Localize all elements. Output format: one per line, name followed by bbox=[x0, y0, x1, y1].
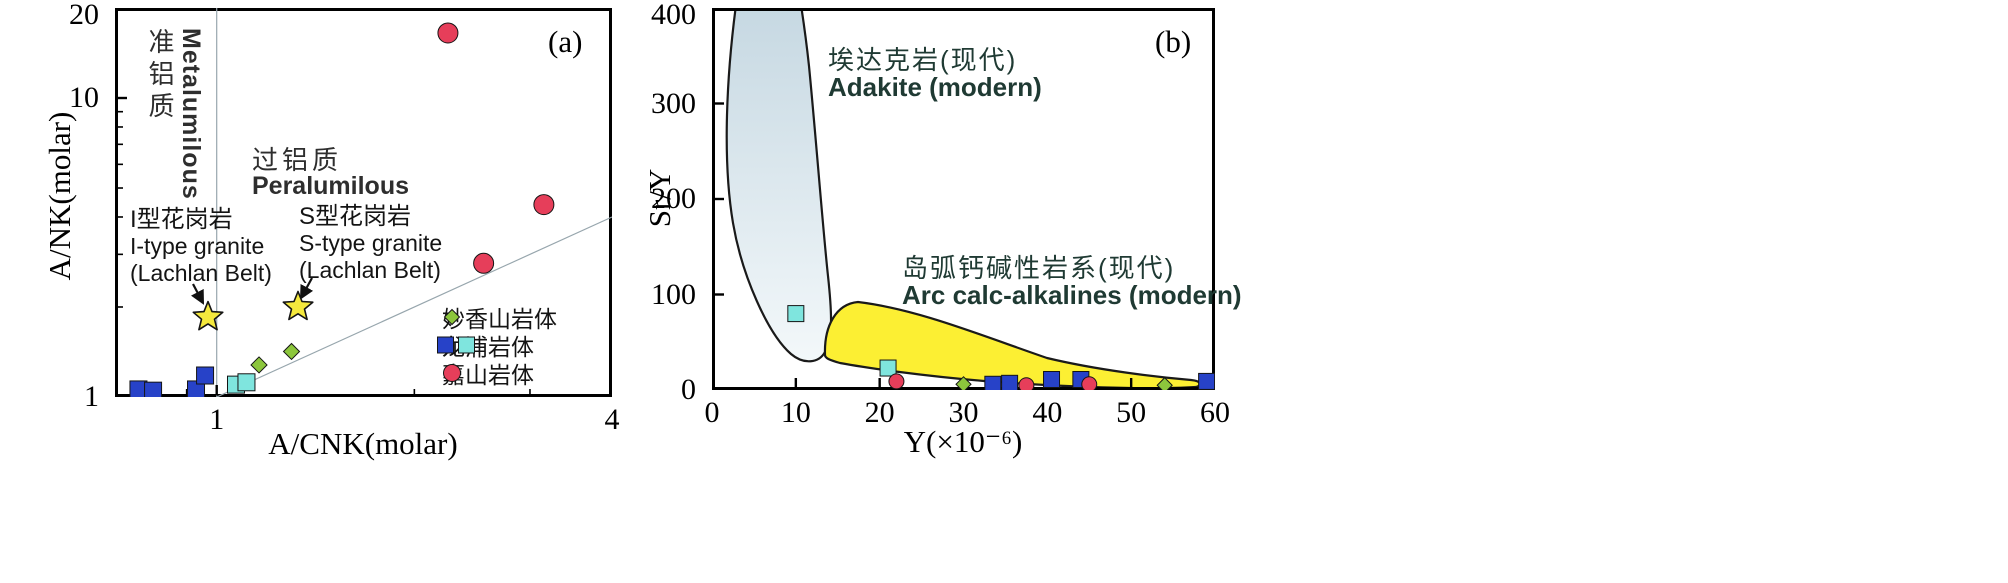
x-tick-label: 10 bbox=[780, 396, 811, 429]
square-data-point bbox=[1001, 374, 1019, 390]
x-tick-label: 4 bbox=[604, 403, 620, 436]
diamond-data-point bbox=[955, 376, 972, 390]
square-data-point bbox=[144, 381, 163, 397]
diamond-data-point bbox=[250, 356, 268, 374]
circle-data-point bbox=[888, 373, 905, 390]
peraluminous-label-en: Peralumilous bbox=[252, 172, 409, 200]
circle-data-point bbox=[473, 252, 495, 274]
y-tick-label: 10 bbox=[69, 81, 99, 114]
panel-b-x-axis-title: Y(×10⁻⁶) bbox=[903, 424, 1023, 459]
x-tick-label: 40 bbox=[1032, 396, 1063, 429]
y-tick-label: 300 bbox=[651, 86, 696, 120]
adakite-field-label-zh: 埃达克岩(现代) bbox=[828, 45, 1018, 75]
circle-data-point bbox=[1081, 376, 1098, 390]
square-data-point bbox=[984, 375, 1002, 390]
legend-label: 妙香山岩体 bbox=[442, 306, 557, 332]
s-type-label-zh: S型花岗岩 bbox=[299, 203, 412, 230]
x-tick-label: 60 bbox=[1200, 396, 1230, 429]
panel-a-plot bbox=[115, 8, 612, 397]
i-type-arrow bbox=[191, 283, 204, 305]
square-data-point bbox=[1198, 372, 1215, 390]
x-tick-label: 50 bbox=[1116, 396, 1147, 429]
adakite-field bbox=[725, 8, 833, 363]
one-to-one-line bbox=[216, 216, 612, 397]
x-tick-label: 0 bbox=[704, 396, 720, 429]
panel-a-x-axis-title: A/CNK(molar) bbox=[268, 426, 458, 461]
i-type-annotation: I型花岗岩 I-type granite (Lachlan Belt) bbox=[130, 206, 272, 287]
y-tick-label: 0 bbox=[681, 373, 696, 406]
x-tick-label: 20 bbox=[864, 396, 895, 429]
s-type-arrow bbox=[299, 277, 314, 300]
granite-type-star bbox=[282, 290, 314, 321]
square-data-point bbox=[1043, 370, 1061, 388]
legend-square-marker bbox=[458, 336, 475, 354]
s-type-label-en: S-type granite bbox=[299, 230, 443, 256]
legend-item: 妙香山岩体 bbox=[436, 303, 557, 332]
panel-b-plot bbox=[712, 8, 1215, 390]
legend-label: 龙浦岩体 bbox=[442, 334, 534, 360]
metaluminous-label-en: Metalumilous bbox=[177, 28, 205, 200]
panel-a-y-axis-title: A/NK(molar) bbox=[42, 111, 77, 281]
square-data-point bbox=[237, 373, 256, 392]
circle-data-point bbox=[437, 22, 459, 44]
circle-data-point bbox=[533, 194, 555, 216]
square-data-point bbox=[787, 305, 805, 323]
legend-item: 龙浦岩体 bbox=[436, 331, 557, 360]
granite-type-star bbox=[192, 300, 224, 331]
peraluminous-label-zh: 过铝质 bbox=[252, 145, 343, 175]
i-type-label-belt: (Lachlan Belt) bbox=[130, 260, 272, 286]
s-type-annotation: S型花岗岩 S-type granite (Lachlan Belt) bbox=[299, 203, 442, 284]
metaluminous-label-zh: 准铝质 bbox=[145, 28, 175, 124]
x-tick-label: 30 bbox=[948, 396, 979, 429]
square-data-point bbox=[879, 359, 897, 377]
s-type-label-belt: (Lachlan Belt) bbox=[299, 257, 441, 283]
y-tick-label: 1 bbox=[84, 380, 99, 413]
adakite-field-label-en: Adakite (modern) bbox=[828, 72, 1042, 102]
diamond-data-point bbox=[1156, 377, 1173, 390]
y-tick-label: 20 bbox=[69, 0, 99, 31]
legend-marker-jiashan bbox=[443, 364, 461, 382]
legend-square-marker bbox=[437, 336, 454, 354]
legend-diamond-marker bbox=[443, 308, 461, 326]
panel-a-tag: (a) bbox=[548, 24, 583, 59]
y-tick-label: 400 bbox=[651, 0, 696, 31]
square-data-point bbox=[187, 380, 206, 397]
x-tick-label: 1 bbox=[209, 403, 225, 436]
legend-item: 嘉山岩体 bbox=[436, 359, 557, 388]
arc-field-label-en: Arc calc-alkalines (modern) bbox=[902, 280, 1242, 310]
legend-circle-marker bbox=[443, 364, 461, 382]
y-tick-label: 100 bbox=[651, 277, 696, 311]
arc-field-label-zh: 岛弧钙碱性岩系(现代) bbox=[902, 253, 1176, 283]
i-type-label-zh: I型花岗岩 bbox=[130, 206, 233, 233]
y-tick-label: 200 bbox=[651, 182, 696, 215]
square-data-point bbox=[196, 366, 215, 385]
legend-marker-miaoxiangshan bbox=[443, 308, 461, 326]
legend-marker-longpu bbox=[437, 336, 475, 354]
diamond-data-point bbox=[282, 342, 301, 361]
panel-a-legend: 妙香山岩体 龙浦岩体 嘉山岩体 bbox=[436, 303, 557, 388]
panel-b-tag: (b) bbox=[1155, 24, 1192, 59]
circle-data-point bbox=[1018, 377, 1035, 390]
panel-a-border bbox=[115, 8, 612, 397]
i-type-label-en: I-type granite bbox=[130, 233, 265, 259]
